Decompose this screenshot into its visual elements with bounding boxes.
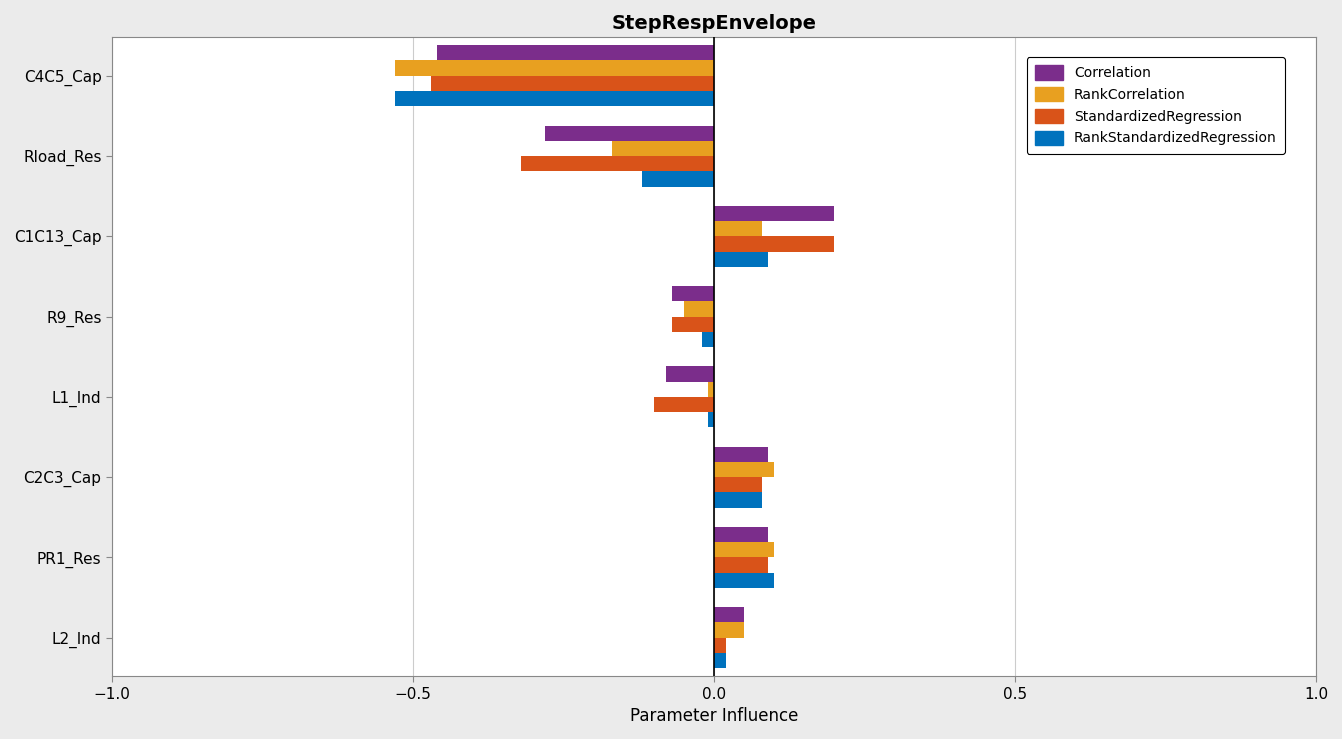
Bar [714, 221, 762, 236]
Title: StepRespEnvelope: StepRespEnvelope [612, 14, 816, 33]
Legend: Correlation, RankCorrelation, StandardizedRegression, RankStandardizedRegression: Correlation, RankCorrelation, Standardiz… [1027, 57, 1286, 154]
Bar [672, 286, 714, 302]
Bar [521, 156, 714, 171]
Bar [714, 477, 762, 492]
Bar [395, 61, 714, 76]
Bar [702, 332, 714, 347]
Bar [672, 316, 714, 332]
Bar [714, 607, 743, 622]
Bar [714, 573, 774, 588]
Bar [714, 542, 774, 557]
Bar [714, 205, 835, 221]
X-axis label: Parameter Influence: Parameter Influence [629, 707, 798, 725]
Bar [714, 653, 726, 668]
Bar [714, 622, 743, 638]
Bar [684, 302, 714, 316]
Bar [714, 251, 768, 267]
Bar [431, 76, 714, 91]
Bar [545, 126, 714, 140]
Bar [714, 446, 768, 462]
Bar [714, 492, 762, 508]
Bar [714, 462, 774, 477]
Bar [714, 557, 768, 573]
Bar [654, 397, 714, 412]
Bar [395, 91, 714, 106]
Bar [666, 367, 714, 381]
Bar [709, 412, 714, 427]
Bar [641, 171, 714, 186]
Bar [714, 527, 768, 542]
Bar [714, 638, 726, 653]
Bar [714, 236, 835, 251]
Bar [437, 45, 714, 61]
Bar [709, 381, 714, 397]
Bar [612, 140, 714, 156]
